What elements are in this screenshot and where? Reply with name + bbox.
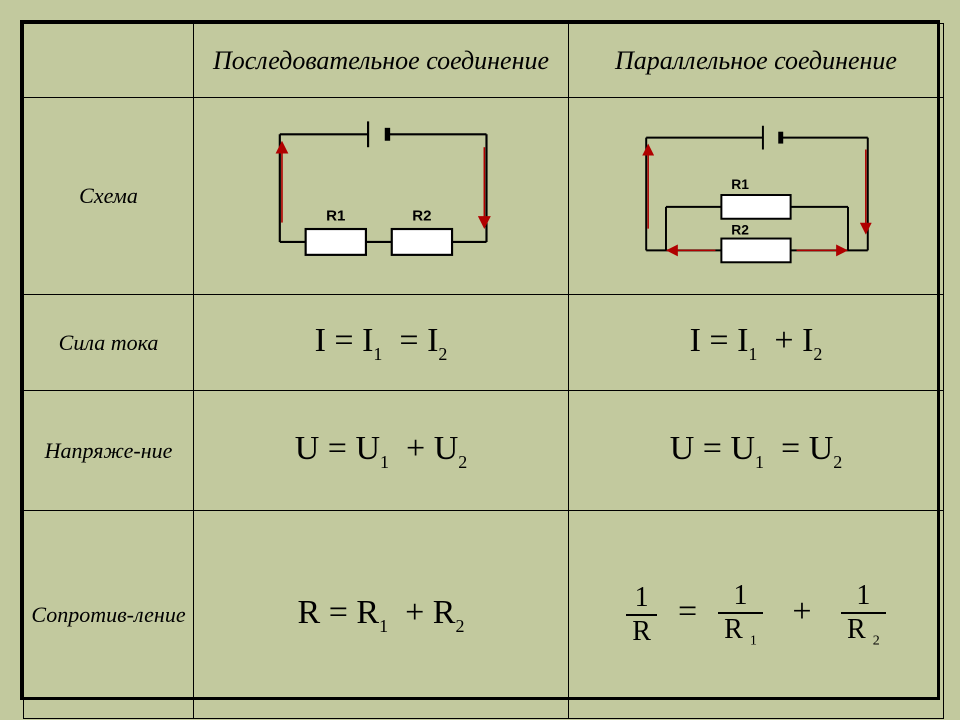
parallel-circuit-icon: R1 R2: [573, 102, 939, 290]
series-circuit-icon: R1 R2: [198, 102, 564, 285]
row-schema: Схема: [24, 98, 944, 295]
comparison-table-frame: Последовательное соединение Параллельное…: [20, 20, 940, 700]
row-resist: Сопротив-ление R = R1 + R2 1R = 1R 1 + 1…: [24, 511, 944, 719]
formula-voltage-series: U = U1 + U2: [295, 430, 468, 467]
label-voltage: Напряже-ние: [24, 391, 194, 511]
label-R2: R2: [731, 222, 749, 238]
formula-current-parallel: I = I1 + I2: [690, 322, 823, 359]
label-schema: Схема: [24, 98, 194, 295]
formula-resist-series: R = R1 + R2: [298, 594, 465, 631]
cell-resist-series: R = R1 + R2: [194, 511, 569, 719]
cell-schema-parallel: R1 R2: [569, 98, 944, 295]
row-current: Сила тока I = I1 = I2 I = I1 + I2: [24, 295, 944, 391]
cell-schema-series: R1 R2: [194, 98, 569, 295]
cell-resist-parallel: 1R = 1R 1 + 1R 2: [569, 511, 944, 719]
label-R1: R1: [326, 207, 345, 224]
row-voltage: Напряже-ние U = U1 + U2 U = U1 = U2: [24, 391, 944, 511]
label-R1: R1: [731, 176, 749, 192]
header-row: Последовательное соединение Параллельное…: [24, 24, 944, 98]
header-parallel: Параллельное соединение: [569, 24, 944, 98]
label-R2: R2: [412, 207, 431, 224]
header-empty: [24, 24, 194, 98]
label-current: Сила тока: [24, 295, 194, 391]
formula-resist-parallel: 1R = 1R 1 + 1R 2: [622, 593, 889, 630]
cell-voltage-series: U = U1 + U2: [194, 391, 569, 511]
cell-current-parallel: I = I1 + I2: [569, 295, 944, 391]
cell-voltage-parallel: U = U1 = U2: [569, 391, 944, 511]
header-series: Последовательное соединение: [194, 24, 569, 98]
formula-current-series: I = I1 = I2: [315, 322, 448, 359]
formula-voltage-parallel: U = U1 = U2: [670, 430, 843, 467]
cell-current-series: I = I1 = I2: [194, 295, 569, 391]
label-resist: Сопротив-ление: [24, 511, 194, 719]
comparison-table: Последовательное соединение Параллельное…: [23, 23, 944, 719]
